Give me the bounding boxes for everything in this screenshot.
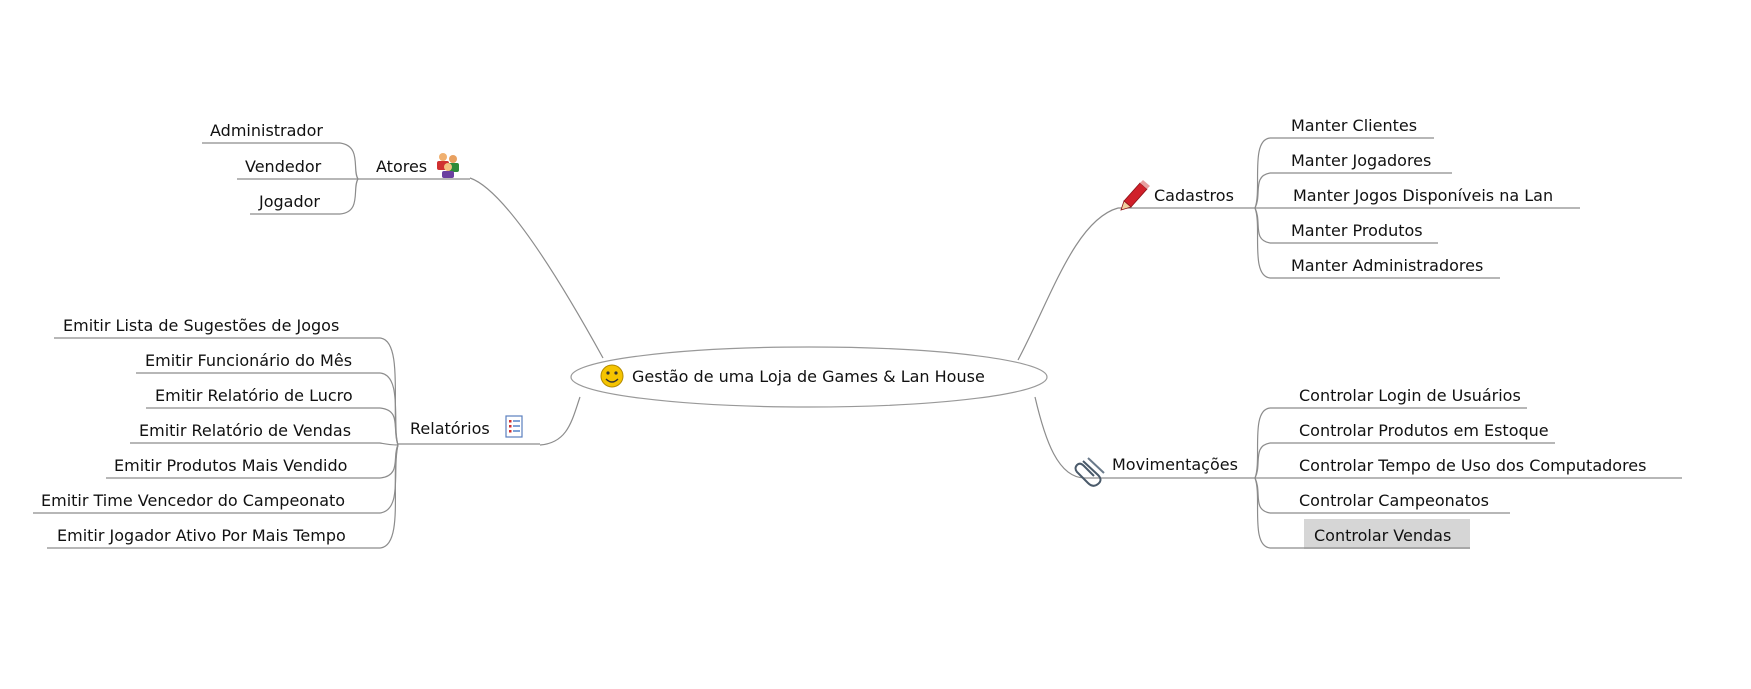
branch-atores[interactable]: Atores	[358, 153, 470, 180]
edge-rel-3	[379, 407, 399, 446]
list-item-selected[interactable]: Controlar Vendas	[1270, 519, 1470, 549]
edge-rel-7	[379, 444, 399, 549]
list-item[interactable]: Administrador	[202, 121, 340, 144]
connectors	[339, 137, 1271, 549]
edge-cad-2	[1254, 172, 1271, 209]
list-item[interactable]: Emitir Produtos Mais Vendido	[106, 456, 380, 479]
svg-text:Jogador: Jogador	[258, 192, 320, 211]
list-item[interactable]: Jogador	[250, 192, 340, 215]
svg-text:Manter Administradores: Manter Administradores	[1291, 256, 1483, 275]
branch-cadastros[interactable]: Cadastros	[1118, 180, 1255, 211]
list-item[interactable]: Manter Produtos	[1270, 221, 1438, 244]
list-item[interactable]: Controlar Campeonatos	[1270, 491, 1510, 514]
branch-atores-label: Atores	[376, 157, 427, 176]
central-node-ellipse	[570, 346, 1048, 408]
edge-mov-5	[1254, 477, 1271, 549]
edge-atores-administrador	[339, 142, 359, 180]
svg-text:Administrador: Administrador	[210, 121, 323, 140]
svg-text:Manter Clientes: Manter Clientes	[1291, 116, 1417, 135]
branch-cadastros-label: Cadastros	[1154, 186, 1234, 205]
selection-highlight	[1304, 519, 1470, 549]
edge-central-cadastros	[1017, 207, 1119, 361]
svg-text:Controlar Vendas: Controlar Vendas	[1314, 526, 1451, 545]
edge-cad-5	[1254, 207, 1271, 279]
list-item[interactable]: Controlar Login de Usuários	[1270, 386, 1527, 409]
smiley-icon	[600, 364, 624, 388]
edge-mov-2	[1254, 442, 1271, 479]
svg-text:Emitir Relatório de Vendas: Emitir Relatório de Vendas	[139, 421, 351, 440]
list-icon	[505, 415, 523, 438]
people-icon	[437, 153, 459, 178]
list-item[interactable]: Emitir Funcionário do Mês	[136, 351, 380, 374]
list-item[interactable]: Controlar Tempo de Uso dos Computadores	[1270, 456, 1682, 479]
branch-movimentacoes[interactable]: Movimentações	[1074, 455, 1256, 487]
relatorios-children: Emitir Lista de Sugestões de Jogos Emiti…	[33, 316, 380, 549]
svg-text:Emitir Produtos Mais Vendido: Emitir Produtos Mais Vendido	[114, 456, 347, 475]
paperclip-icon	[1074, 457, 1105, 487]
svg-text:Manter Jogos Disponíveis na La: Manter Jogos Disponíveis na Lan	[1293, 186, 1553, 205]
svg-text:Emitir Jogador Ativo Por Mais: Emitir Jogador Ativo Por Mais Tempo	[57, 526, 346, 545]
list-item[interactable]: Manter Clientes	[1270, 116, 1434, 139]
edge-rel-4	[379, 442, 399, 446]
central-node[interactable]: Gestão de uma Loja de Games & Lan House	[570, 346, 1048, 408]
svg-text:Emitir Relatório de Lucro: Emitir Relatório de Lucro	[155, 386, 353, 405]
movimentacoes-children: Controlar Login de Usuários Controlar Pr…	[1270, 386, 1682, 549]
svg-text:Controlar Tempo de Uso dos Com: Controlar Tempo de Uso dos Computadores	[1299, 456, 1646, 475]
svg-text:Controlar Produtos em Estoque: Controlar Produtos em Estoque	[1299, 421, 1549, 440]
pencil-icon	[1120, 180, 1150, 211]
branch-movimentacoes-label: Movimentações	[1112, 455, 1238, 474]
edge-central-atores	[469, 177, 604, 359]
svg-text:Emitir Time Vencedor do Campeo: Emitir Time Vencedor do Campeonato	[41, 491, 345, 510]
edge-central-relatorios	[539, 396, 581, 446]
list-item[interactable]: Emitir Jogador Ativo Por Mais Tempo	[47, 526, 380, 549]
list-item[interactable]: Vendedor	[237, 157, 340, 180]
svg-text:Manter Jogadores: Manter Jogadores	[1291, 151, 1431, 170]
list-item[interactable]: Emitir Relatório de Lucro	[146, 386, 380, 409]
branch-relatorios[interactable]: Relatórios	[398, 415, 540, 445]
svg-text:Emitir Funcionário do Mês: Emitir Funcionário do Mês	[145, 351, 352, 370]
list-item[interactable]: Emitir Lista de Sugestões de Jogos	[54, 316, 380, 339]
edge-central-movimentacoes	[1034, 396, 1086, 479]
list-item[interactable]: Emitir Time Vencedor do Campeonato	[33, 491, 380, 514]
atores-children: Administrador Vendedor Jogador	[202, 121, 340, 215]
svg-text:Controlar Campeonatos: Controlar Campeonatos	[1299, 491, 1489, 510]
svg-text:Manter Produtos: Manter Produtos	[1291, 221, 1423, 240]
list-item[interactable]: Manter Jogadores	[1270, 151, 1452, 174]
list-item[interactable]: Manter Jogos Disponíveis na Lan	[1270, 186, 1580, 209]
svg-text:Controlar Login de Usuários: Controlar Login de Usuários	[1299, 386, 1521, 405]
edge-atores-jogador	[339, 178, 359, 215]
cadastros-children: Manter Clientes Manter Jogadores Manter …	[1270, 116, 1580, 279]
svg-text:Vendedor: Vendedor	[245, 157, 322, 176]
svg-text:Emitir Lista de Sugestões de J: Emitir Lista de Sugestões de Jogos	[63, 316, 339, 335]
central-node-label: Gestão de uma Loja de Games & Lan House	[632, 367, 985, 386]
branch-relatorios-label: Relatórios	[410, 419, 490, 438]
list-item[interactable]: Manter Administradores	[1270, 256, 1500, 279]
list-item[interactable]: Controlar Produtos em Estoque	[1270, 421, 1555, 444]
list-item[interactable]: Emitir Relatório de Vendas	[130, 421, 380, 444]
